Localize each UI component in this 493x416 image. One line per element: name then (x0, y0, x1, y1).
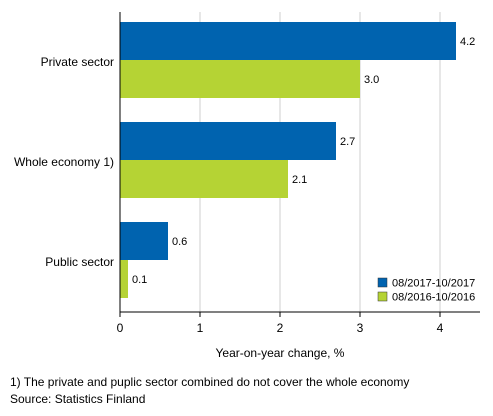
legend-swatch (377, 277, 388, 288)
legend-label: 08/2016-10/2016 (392, 292, 475, 304)
category-label: Whole economy 1) (14, 155, 114, 169)
category-label: Public sector (45, 255, 114, 269)
bar (120, 122, 336, 160)
x-tick-label: 1 (197, 321, 204, 335)
bar (120, 222, 168, 260)
value-label: 4.2 (460, 36, 475, 48)
bar (120, 160, 288, 198)
bars (120, 22, 456, 298)
footnote-source: Source: Statistics Finland (10, 392, 146, 406)
category-label: Private sector (41, 55, 114, 69)
bar (120, 22, 456, 60)
labels: 0 1 2 3 4 Year-on-year change, % Private secto… (14, 36, 475, 360)
legend-swatch (377, 291, 388, 302)
x-tick-label: 0 (117, 321, 124, 335)
axes (119, 12, 480, 317)
x-tick-label: 3 (357, 321, 364, 335)
legend: 08/2017-10/2017 08/2016-10/2016 (377, 277, 475, 304)
footnote-note: 1) The private and puplic sector combine… (10, 375, 410, 389)
x-tick-label: 2 (277, 321, 284, 335)
value-label: 3.0 (364, 74, 379, 86)
value-label: 2.1 (292, 174, 307, 186)
bar-chart: 0 1 2 3 4 Year-on-year change, % Private secto… (14, 12, 480, 360)
value-label: 0.1 (132, 274, 147, 286)
value-label: 0.6 (172, 236, 187, 248)
bar (120, 260, 128, 298)
value-label: 2.7 (340, 136, 355, 148)
x-axis-label: Year-on-year change, % (216, 346, 345, 360)
legend-label: 08/2017-10/2017 (392, 278, 475, 290)
x-tick-label: 4 (437, 321, 444, 335)
bar (120, 60, 360, 98)
